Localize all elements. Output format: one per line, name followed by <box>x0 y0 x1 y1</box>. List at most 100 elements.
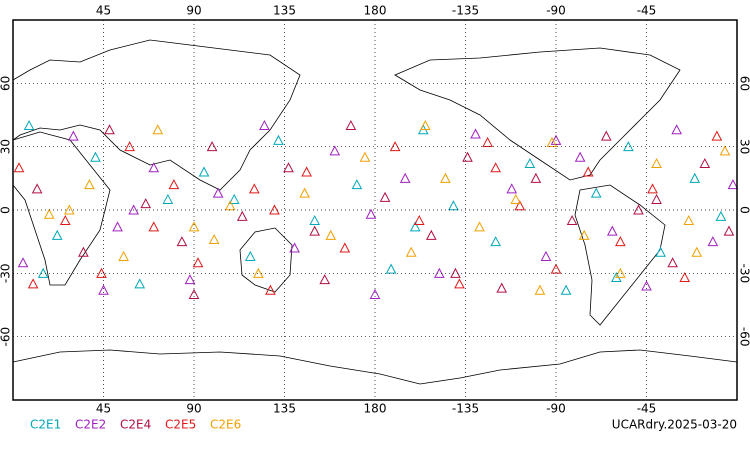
triangle-marker <box>524 157 536 169</box>
triangle-marker <box>578 229 590 240</box>
triangle-marker <box>590 187 602 198</box>
triangle-marker <box>43 208 55 219</box>
triangle-marker <box>140 198 152 209</box>
triangle-marker <box>440 172 451 183</box>
legend-entry: C2E6 <box>210 418 241 432</box>
x-tick-label-bottom: 90 <box>186 402 201 416</box>
triangle-marker <box>59 214 71 226</box>
triangle-marker <box>490 162 501 173</box>
triangle-marker <box>540 250 552 261</box>
triangle-marker <box>124 141 135 152</box>
triangle-marker <box>413 214 425 226</box>
triangle-marker <box>679 271 691 283</box>
triangle-marker <box>148 162 160 173</box>
y-tick-label-right: -60 <box>738 327 750 347</box>
triangle-marker <box>90 151 101 162</box>
x-tick-label-top: -135 <box>452 4 479 18</box>
triangle-marker <box>13 162 25 173</box>
triangle-marker <box>98 284 109 295</box>
triangle-marker <box>719 145 731 156</box>
triangle-marker <box>224 200 236 211</box>
triangle-marker <box>188 221 200 232</box>
x-tick-label-bottom: 180 <box>364 402 387 416</box>
triangle-marker <box>409 221 421 232</box>
triangle-marker <box>454 278 465 289</box>
triangle-marker <box>530 172 542 183</box>
triangle-marker <box>63 204 75 215</box>
triangle-marker <box>84 179 95 190</box>
triangle-marker <box>192 257 204 268</box>
triangle-marker <box>339 242 351 253</box>
triangle-marker <box>711 130 723 141</box>
triangle-marker <box>289 242 300 253</box>
triangle-marker <box>51 229 63 240</box>
triangle-marker <box>546 136 558 147</box>
plot-layer <box>13 119 739 299</box>
triangle-marker <box>228 193 240 204</box>
x-tick-label-bottom: 135 <box>273 402 296 416</box>
triangle-marker <box>647 183 658 194</box>
triangle-marker <box>482 136 493 147</box>
triangle-marker <box>425 229 437 240</box>
triangle-marker <box>148 221 160 232</box>
triangle-marker <box>514 200 526 211</box>
triangle-marker <box>582 166 594 177</box>
triangle-marker <box>188 288 200 299</box>
coast-australia <box>239 227 293 293</box>
triangle-marker <box>615 267 626 278</box>
triangle-marker <box>385 263 397 274</box>
triangle-marker <box>128 204 139 215</box>
y-tick-label-right: -30 <box>738 264 750 284</box>
coast-south-america <box>574 184 666 326</box>
x-tick-label-bottom: -90 <box>546 402 566 416</box>
triangle-marker <box>184 274 196 285</box>
triangle-marker <box>566 214 578 226</box>
triangle-marker <box>683 214 695 226</box>
triangle-marker <box>365 208 377 219</box>
triangle-marker <box>651 193 662 204</box>
triangle-marker <box>667 257 678 268</box>
triangle-marker <box>319 274 331 285</box>
legend-entry: C2E4 <box>120 418 151 432</box>
triangle-marker <box>345 119 357 131</box>
triangle-marker <box>259 119 270 131</box>
triangle-marker <box>249 183 260 194</box>
x-tick-label-top: 180 <box>364 4 387 18</box>
triangle-marker <box>691 246 703 257</box>
triangle-marker <box>560 284 572 295</box>
y-tick-label-left: -30 <box>0 264 13 284</box>
triangle-marker <box>309 225 320 236</box>
triangle-marker <box>707 236 719 247</box>
triangle-marker <box>236 210 248 221</box>
coast-north-america <box>394 47 681 181</box>
x-tick-label-top: -45 <box>637 4 657 18</box>
y-tick-label-right: 0 <box>738 206 750 214</box>
triangle-marker <box>68 130 79 141</box>
triangle-marker <box>208 233 220 245</box>
triangle-marker <box>351 179 363 190</box>
x-tick-label-bottom: -135 <box>452 402 479 416</box>
triangle-marker <box>325 229 337 240</box>
triangle-marker <box>490 236 501 247</box>
y-tick-label-left: -60 <box>0 327 13 347</box>
triangle-marker <box>671 124 682 135</box>
x-tick-label-top: 45 <box>96 4 111 18</box>
x-tick-label-top: 90 <box>186 4 201 18</box>
x-tick-label-bottom: -45 <box>637 402 657 416</box>
triangle-marker <box>689 172 701 183</box>
triangle-marker <box>574 151 586 162</box>
triangle-marker <box>162 193 174 204</box>
triangle-marker <box>283 162 294 173</box>
triangle-marker <box>369 288 381 299</box>
triangle-marker <box>134 278 146 289</box>
triangle-marker <box>359 151 371 162</box>
triangle-marker <box>534 284 546 295</box>
triangle-marker <box>299 187 310 198</box>
triangle-marker <box>112 221 123 232</box>
x-tick-label-top: 135 <box>273 4 296 18</box>
triangle-marker <box>651 157 662 169</box>
y-tick-label-right: 60 <box>738 76 750 91</box>
triangle-marker <box>715 210 727 221</box>
triangle-marker <box>152 124 164 135</box>
